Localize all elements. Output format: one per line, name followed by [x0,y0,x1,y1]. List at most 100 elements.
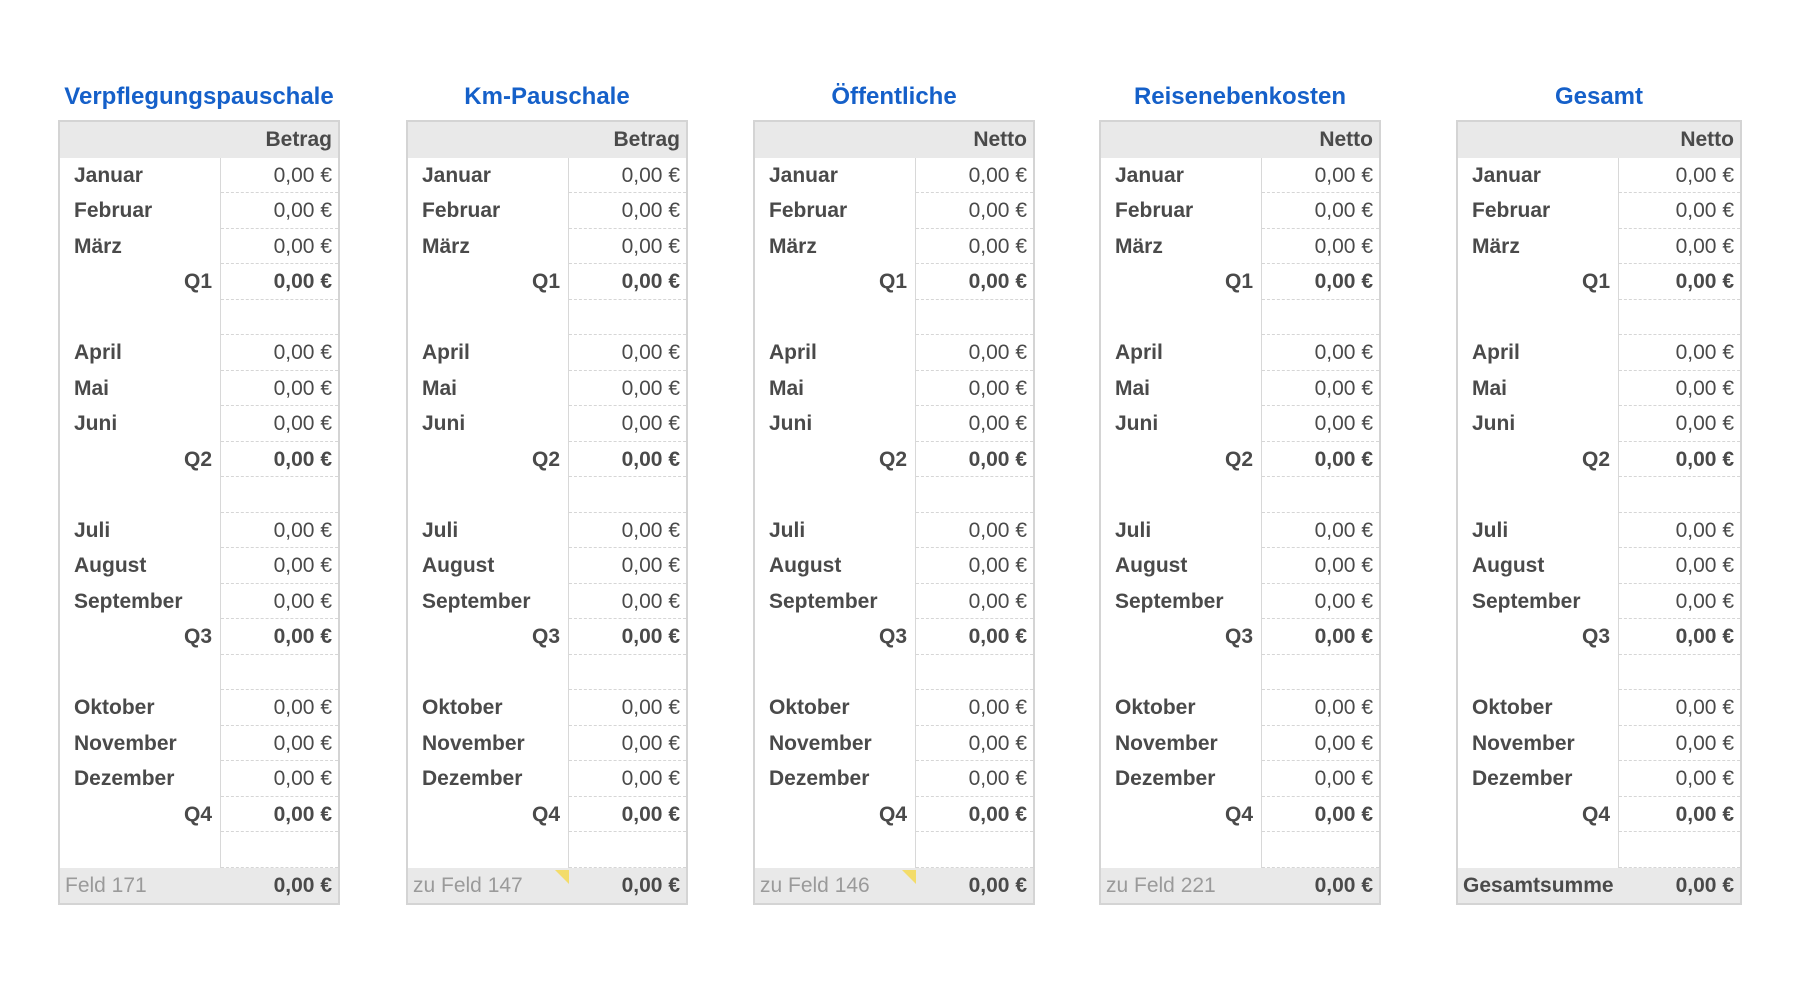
table-panel: Gesamt Netto Januar 0,00 € Februar 0,00 € März… [1456,82,1742,905]
quarter-value: 0,00 € [221,619,338,655]
month-row: Oktober 0,00 € [755,690,1033,726]
month-value: 0,00 € [221,584,338,619]
table-title: Öffentliche [831,83,957,110]
quarter-label: Q1 [755,264,916,300]
month-label: Mai [755,370,916,406]
spacer-row [755,654,1033,690]
month-label: Januar [60,157,221,193]
month-row: März 0,00 € [1101,228,1379,264]
month-row: August 0,00 € [755,548,1033,584]
month-value: 0,00 € [569,726,686,761]
month-value: 0,00 € [916,761,1033,797]
month-row: Mai 0,00 € [1101,370,1379,406]
quarter-row: Q1 0,00 € [408,264,686,300]
month-label: Februar [755,193,916,229]
month-value: 0,00 € [569,371,686,406]
month-row: Juni 0,00 € [408,406,686,442]
month-value: 0,00 € [569,690,686,726]
month-label: September [60,583,221,619]
month-row: Mai 0,00 € [755,370,1033,406]
quarter-value: 0,00 € [916,797,1033,832]
table: Betrag Januar 0,00 € Februar 0,00 € März 0,00 … [58,120,340,905]
month-value: 0,00 € [221,371,338,406]
month-label: August [60,548,221,584]
month-value: 0,00 € [916,193,1033,229]
spacer-cell [1619,300,1740,335]
month-label: November [1458,725,1619,761]
month-value: 0,00 € [569,158,686,193]
spacer-cell [408,477,569,513]
footer-label: Gesamtsumme [1463,873,1614,897]
spacer-cell [1458,477,1619,513]
header-cell [60,122,221,158]
month-label: November [1101,725,1262,761]
spacer-row [1101,299,1379,335]
spacer-row [755,299,1033,335]
spacer-cell [408,299,569,335]
header-cell: Netto [1680,128,1734,151]
month-label: März [755,228,916,264]
quarter-label: Q4 [755,796,916,832]
footer-row: zu Feld 147 0,00 € [408,867,686,904]
spacer-cell [408,654,569,690]
spacer-row [1458,299,1740,335]
month-row: November 0,00 € [60,725,338,761]
spacer-row [1458,477,1740,513]
month-value: 0,00 € [569,229,686,264]
footer-label: zu Feld 146 [755,868,916,904]
month-value: 0,00 € [916,548,1033,584]
month-label: November [408,725,569,761]
quarter-value: 0,00 € [1619,619,1740,655]
quarter-label: Q3 [755,619,916,655]
header-cell [755,122,916,158]
spacer-row [1458,654,1740,690]
quarter-row: Q1 0,00 € [60,264,338,300]
table-panel: Öffentliche Netto Januar 0,00 € Februar 0,00 … [753,82,1035,905]
header-row: Netto [1458,122,1740,158]
quarter-row: Q1 0,00 € [1458,264,1740,300]
month-label: Mai [60,370,221,406]
month-row: August 0,00 € [408,548,686,584]
month-label: Dezember [1458,761,1619,797]
month-label: Juli [1458,512,1619,548]
month-value: 0,00 € [1619,548,1740,584]
month-row: November 0,00 € [755,725,1033,761]
quarter-value: 0,00 € [221,264,338,300]
quarter-label: Q4 [1458,796,1619,832]
spacer-cell [60,299,221,335]
quarter-row: Q4 0,00 € [1101,796,1379,832]
quarter-value: 0,00 € [1262,264,1379,300]
spacer-cell [1458,832,1619,868]
month-value: 0,00 € [1619,193,1740,229]
month-value: 0,00 € [1262,548,1379,584]
month-label: Oktober [755,690,916,726]
spacer-cell [755,832,916,868]
month-label: März [1101,228,1262,264]
footer-value: 0,00 € [621,873,680,897]
quarter-value: 0,00 € [1262,619,1379,655]
month-value: 0,00 € [1262,406,1379,442]
table-panel: Verpflegungspauschale Betrag Januar 0,00 € F… [58,82,340,905]
month-label: Mai [1101,370,1262,406]
spacer-cell [60,477,221,513]
quarter-value: 0,00 € [1619,797,1740,832]
month-value: 0,00 € [221,193,338,229]
quarter-row: Q2 0,00 € [1101,441,1379,477]
month-value: 0,00 € [916,335,1033,371]
footer-row: Feld 171 0,00 € [60,867,338,903]
footer-label: zu Feld 221 [1106,873,1216,897]
quarter-row: Q1 0,00 € [755,264,1033,300]
month-value: 0,00 € [1262,513,1379,548]
footer-label: zu Feld 147 [408,868,569,904]
spacer-cell [1262,300,1379,335]
quarter-label: Q3 [1101,619,1262,655]
quarter-row: Q4 0,00 € [1458,796,1740,832]
spacer-cell [1101,477,1262,513]
quarter-value: 0,00 € [916,442,1033,477]
month-row: Dezember 0,00 € [1101,761,1379,797]
month-value: 0,00 € [1619,335,1740,371]
footer-value: 0,00 € [1314,873,1373,897]
quarter-label: Q3 [60,619,221,655]
spacer-row [408,477,686,513]
